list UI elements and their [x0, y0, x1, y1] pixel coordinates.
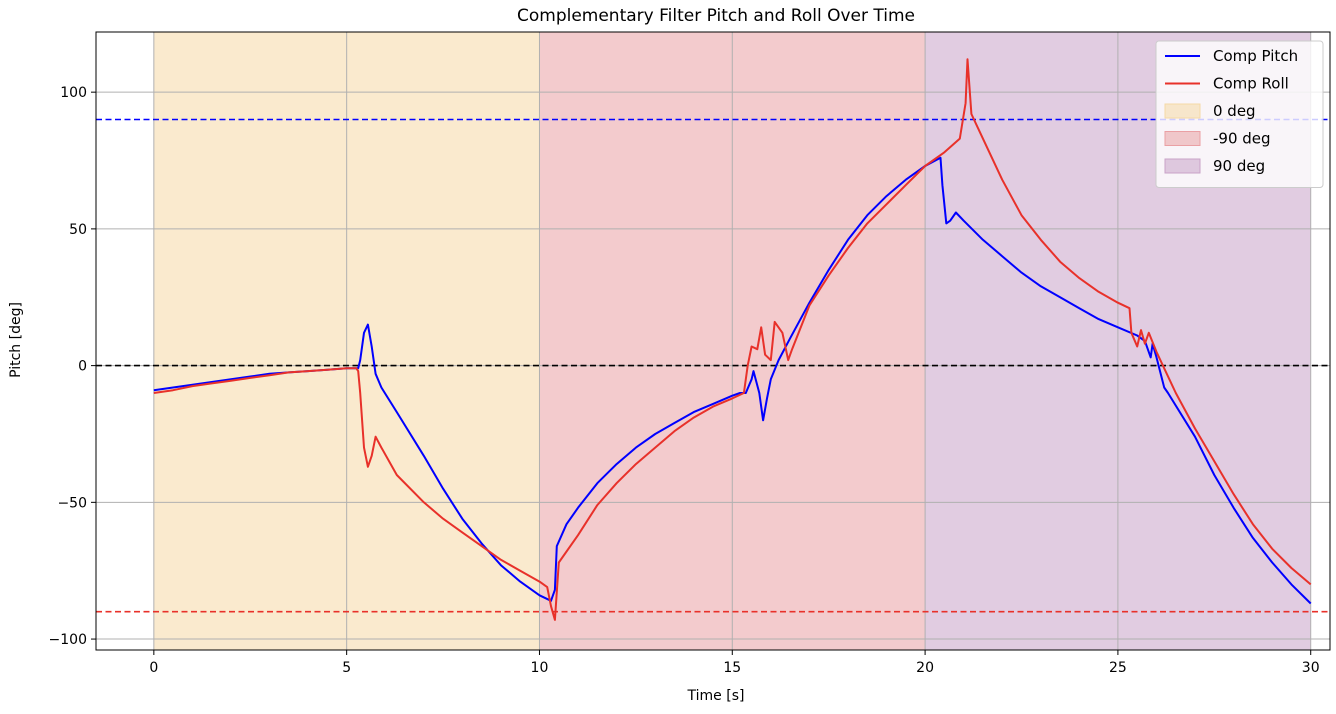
x-tick-label-2: 10: [531, 660, 549, 676]
legend-patch-3: [1164, 131, 1201, 146]
legend-label-0: Comp Pitch: [1213, 47, 1298, 65]
y-tick-label-3: 50: [69, 222, 87, 238]
legend-patch-2: [1164, 103, 1201, 119]
x-tick-label-3: 15: [723, 660, 741, 676]
x-tick-label-6: 30: [1302, 660, 1320, 676]
x-axis-label: Time [s]: [687, 688, 745, 704]
legend-box: [1155, 40, 1324, 188]
legend-patch-4: [1164, 158, 1201, 174]
plot-frame: [95, 31, 1331, 651]
y-tick-label-4: 100: [60, 85, 87, 101]
series-line-1: [153, 58, 1312, 621]
x-tick-label-0: 0: [149, 660, 158, 676]
y-tick-label-0: −100: [49, 632, 87, 648]
series-line-0: [153, 156, 1312, 605]
y-tick-label-1: −50: [57, 495, 87, 511]
legend: Comp Pitch Comp Roll 0 deg -90 deg 90 deg: [1155, 40, 1324, 188]
y-tick-label-2: 0: [78, 359, 87, 375]
y-axis-label: Pitch [deg]: [8, 302, 24, 378]
x-tick-label-5: 25: [1109, 660, 1127, 676]
legend-label-1: Comp Roll: [1213, 75, 1289, 93]
x-tick-label-1: 5: [342, 660, 351, 676]
legend-label-3: -90 deg: [1213, 130, 1271, 148]
chart-title: Complementary Filter Pitch and Roll Over…: [517, 6, 915, 26]
x-tick-label-4: 20: [916, 660, 934, 676]
legend-label-2: 0 deg: [1213, 102, 1256, 120]
legend-label-4: 90 deg: [1213, 157, 1265, 175]
